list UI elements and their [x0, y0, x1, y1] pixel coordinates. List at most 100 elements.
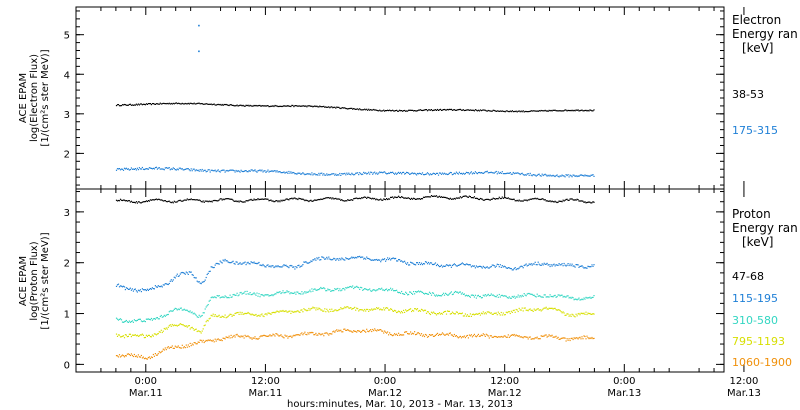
electron-point-38-53	[346, 108, 348, 110]
proton-point-1060-1900	[332, 331, 334, 333]
electron-point-175-315	[406, 171, 408, 173]
proton-point-795-1193	[344, 306, 346, 308]
proton-point-47-68	[474, 197, 476, 199]
electron-point-38-53	[497, 110, 499, 112]
proton-point-47-68	[332, 197, 334, 199]
electron-point-175-315	[167, 167, 169, 169]
electron-point-38-53	[500, 110, 502, 112]
proton-point-1060-1900	[485, 333, 487, 335]
proton-point-795-1193	[510, 310, 512, 312]
electron-point-38-53	[333, 106, 335, 108]
electron-point-38-53	[174, 102, 176, 104]
electron-point-175-315	[263, 170, 265, 172]
electron-point-38-53	[434, 109, 437, 111]
electron-point-175-315	[388, 172, 390, 174]
proton-point-310-580	[363, 288, 365, 291]
proton-point-47-68	[305, 199, 307, 201]
proton-point-1060-1900	[198, 341, 200, 343]
proton-point-47-68	[504, 197, 506, 199]
proton-point-795-1193	[330, 310, 332, 312]
electron-point-175-315	[222, 169, 224, 171]
proton-point-795-1193	[284, 310, 286, 312]
proton-point-47-68	[269, 199, 271, 201]
electron-point-175-315	[585, 175, 587, 177]
electron-point-38-53	[550, 109, 552, 112]
proton-point-47-68	[523, 199, 525, 201]
proton-point-310-580	[152, 318, 154, 320]
proton-point-310-580	[324, 288, 326, 290]
proton-point-795-1193	[170, 325, 172, 327]
electron-point-175-315	[473, 172, 475, 175]
proton-point-115-195	[144, 289, 146, 291]
proton-point-115-195	[541, 263, 543, 265]
proton-point-115-195	[351, 256, 353, 258]
proton-point-310-580	[350, 285, 352, 288]
electron-point-38-53	[156, 103, 158, 105]
proton-point-310-580	[160, 314, 162, 317]
electron-point-175-315	[592, 174, 594, 176]
proton-point-795-1193	[490, 312, 492, 314]
proton-point-310-580	[360, 286, 362, 288]
proton-point-1060-1900	[492, 336, 494, 338]
proton-point-310-580	[337, 287, 339, 290]
electron-point-175-315	[543, 174, 545, 176]
proton-point-795-1193	[259, 315, 261, 317]
electron-point-175-315	[575, 175, 577, 177]
proton-point-115-195	[239, 262, 241, 264]
proton-point-795-1193	[179, 323, 181, 325]
proton-point-310-580	[492, 294, 494, 296]
proton-point-47-68	[455, 197, 457, 199]
proton-point-47-68	[284, 199, 286, 201]
proton-point-47-68	[415, 198, 417, 200]
electron-point-175-315	[323, 173, 325, 175]
proton-point-310-580	[563, 295, 565, 297]
proton-point-795-1193	[156, 333, 158, 335]
proton-point-310-580	[554, 294, 556, 296]
electron-point-38-53	[400, 110, 402, 112]
electron-point-38-53	[369, 109, 371, 111]
proton-point-1060-1900	[174, 345, 176, 347]
proton-point-115-195	[409, 264, 411, 266]
proton-point-1060-1900	[415, 334, 417, 336]
xtick-time-label: 0:00	[374, 376, 396, 387]
proton-point-310-580	[549, 294, 551, 296]
electron-point-38-53	[401, 110, 403, 112]
proton-point-310-580	[200, 315, 202, 317]
proton-point-310-580	[346, 287, 348, 289]
proton-point-310-580	[584, 298, 586, 300]
proton-point-47-68	[369, 197, 371, 199]
proton-point-47-68	[116, 200, 119, 202]
proton-point-115-195	[249, 263, 251, 265]
proton-point-115-195	[451, 264, 453, 267]
proton-point-115-195	[581, 265, 583, 267]
electron-point-175-315	[425, 173, 428, 175]
proton-point-310-580	[116, 318, 119, 320]
proton-point-310-580	[561, 294, 563, 296]
proton-point-47-68	[551, 200, 553, 202]
proton-point-1060-1900	[575, 337, 577, 339]
proton-point-795-1193	[407, 310, 409, 312]
proton-point-1060-1900	[393, 334, 395, 336]
proton-point-310-580	[268, 295, 270, 297]
proton-point-47-68	[524, 199, 526, 201]
proton-point-115-195	[214, 264, 216, 266]
electron-point-38-53	[119, 105, 122, 107]
proton-point-310-580	[213, 296, 215, 298]
proton-point-115-195	[293, 266, 295, 268]
proton-point-115-195	[275, 265, 277, 267]
proton-point-795-1193	[184, 325, 186, 327]
electron-point-38-53	[413, 110, 415, 112]
data-layer	[115, 24, 595, 360]
proton-point-47-68	[526, 200, 528, 202]
proton-point-47-68	[569, 198, 571, 200]
proton-point-1060-1900	[285, 335, 287, 337]
proton-point-1060-1900	[128, 353, 130, 356]
proton-point-310-580	[517, 294, 519, 296]
proton-point-795-1193	[318, 307, 320, 309]
proton-point-115-195	[272, 265, 274, 267]
proton-point-310-580	[575, 298, 577, 300]
proton-point-310-580	[504, 295, 506, 297]
proton-point-1060-1900	[539, 338, 541, 340]
proton-point-115-195	[262, 263, 264, 266]
electron-point-175-315	[144, 168, 146, 170]
